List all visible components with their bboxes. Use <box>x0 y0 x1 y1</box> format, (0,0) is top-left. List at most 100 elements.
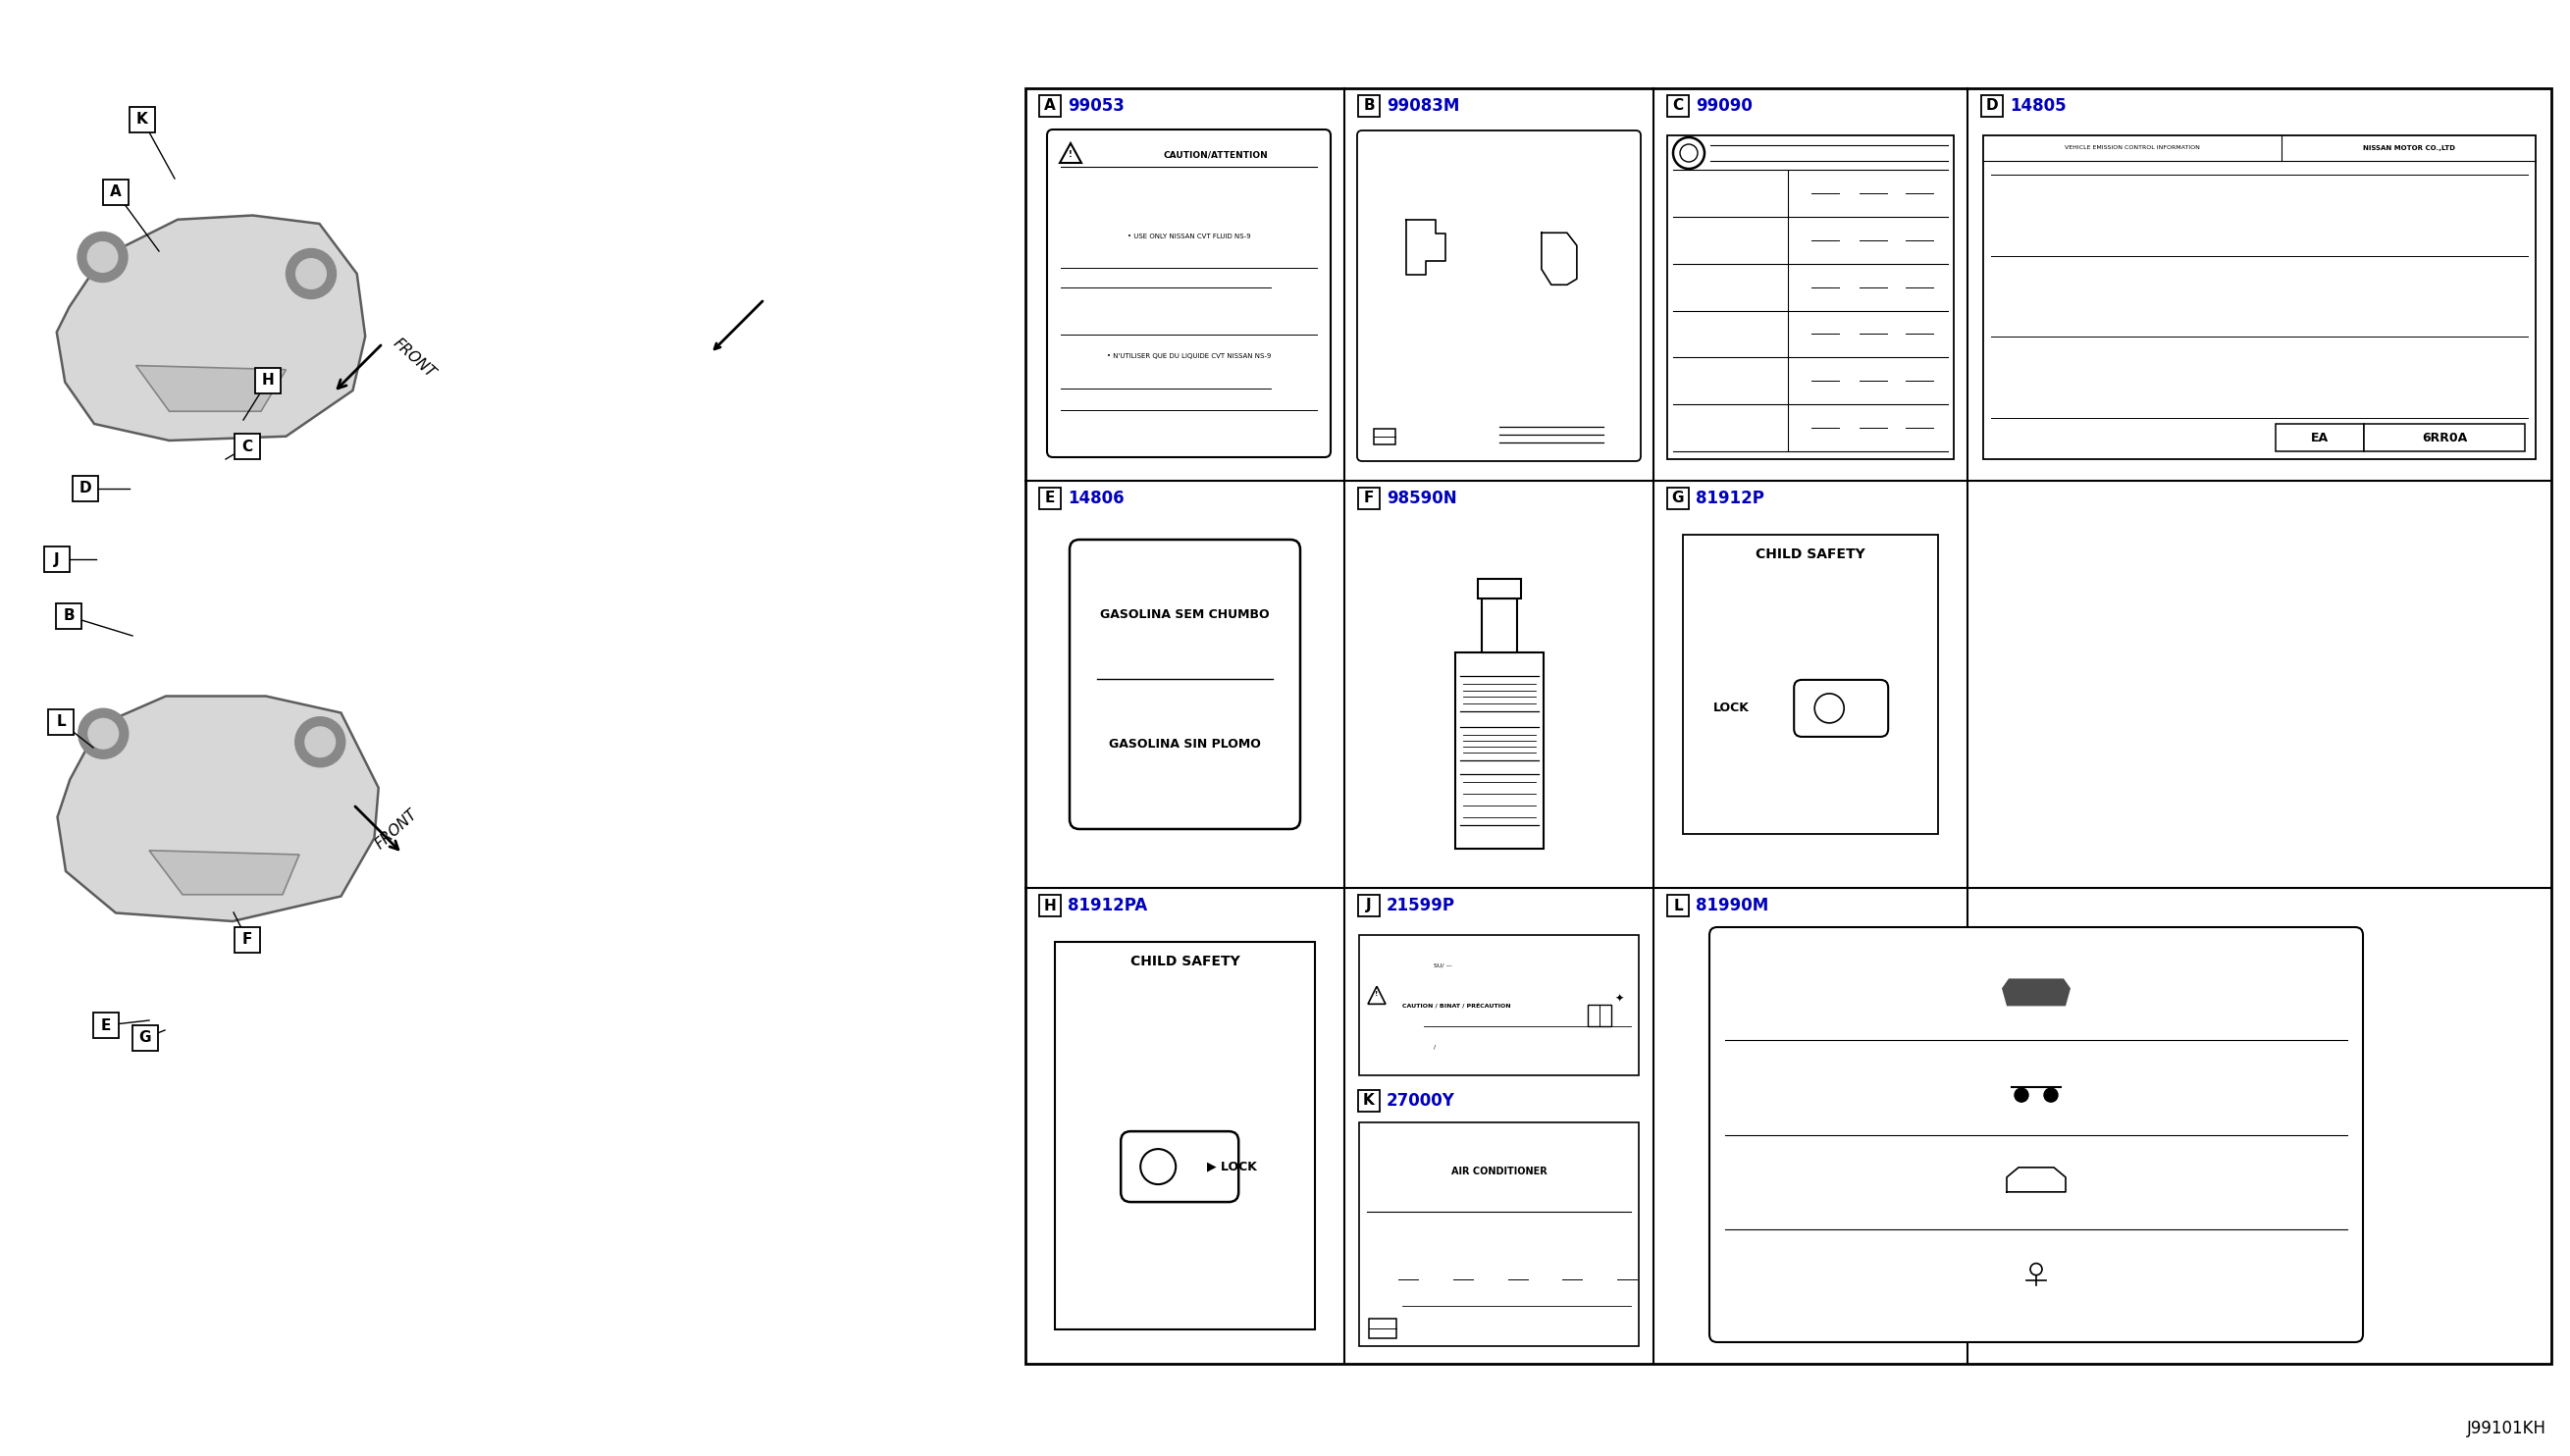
Bar <box>2277 424 2364 451</box>
Text: NISSAN MOTOR CO.,LTD: NISSAN MOTOR CO.,LTD <box>2362 146 2454 151</box>
Bar <box>103 179 129 205</box>
Polygon shape <box>57 215 365 441</box>
FancyBboxPatch shape <box>1121 1131 1239 1203</box>
Text: G: G <box>139 1031 152 1045</box>
Text: C: C <box>242 440 252 454</box>
Text: EA: EA <box>2310 431 2328 444</box>
Bar <box>1357 895 1380 916</box>
Text: C: C <box>1673 99 1683 114</box>
Text: !: ! <box>1375 992 1378 997</box>
Text: 99053: 99053 <box>1067 98 1126 115</box>
Text: ▶ LOCK: ▶ LOCK <box>1208 1160 1257 1174</box>
Text: D: D <box>1987 99 1999 114</box>
FancyBboxPatch shape <box>1069 540 1300 828</box>
FancyBboxPatch shape <box>1709 927 2362 1342</box>
Text: GASOLINA SIN PLOMO: GASOLINA SIN PLOMO <box>1108 737 1262 750</box>
Text: 14805: 14805 <box>2010 98 2066 115</box>
Bar <box>1455 652 1542 849</box>
Bar <box>1984 135 2537 459</box>
Text: 99090: 99090 <box>1696 98 1753 115</box>
Text: FRONT: FRONT <box>391 335 439 380</box>
Bar <box>1025 89 2552 1364</box>
Text: J99101KH: J99101KH <box>2467 1420 2547 1437</box>
Bar <box>93 1012 118 1038</box>
Circle shape <box>306 727 334 757</box>
Text: B: B <box>1362 99 1375 114</box>
Text: CAUTION / BINAT / PRÉCAUTION: CAUTION / BINAT / PRÉCAUTION <box>1403 1002 1511 1008</box>
FancyBboxPatch shape <box>1357 131 1640 462</box>
Polygon shape <box>57 696 378 922</box>
Polygon shape <box>1059 143 1082 163</box>
Circle shape <box>296 259 326 288</box>
Text: AIR CONDITIONER: AIR CONDITIONER <box>1452 1166 1547 1176</box>
Bar <box>49 709 75 735</box>
Bar <box>1478 579 1521 598</box>
Polygon shape <box>1367 986 1385 1005</box>
Text: 81912PA: 81912PA <box>1067 897 1146 914</box>
Bar <box>44 546 69 572</box>
FancyBboxPatch shape <box>1794 680 1889 737</box>
Bar <box>1054 942 1316 1329</box>
Bar <box>1370 1319 1396 1338</box>
Text: 81912P: 81912P <box>1696 489 1763 507</box>
Text: SU/ —: SU/ — <box>1434 964 1452 968</box>
Text: D: D <box>80 482 93 496</box>
Circle shape <box>77 232 128 282</box>
Bar <box>234 927 260 952</box>
FancyBboxPatch shape <box>1046 130 1331 457</box>
Text: CAUTION/ATTENTION: CAUTION/ATTENTION <box>1164 150 1270 160</box>
Text: L: L <box>57 715 67 729</box>
Text: F: F <box>242 932 252 948</box>
Polygon shape <box>149 850 298 894</box>
Circle shape <box>2015 1088 2028 1102</box>
Text: ✦: ✦ <box>1614 993 1624 1003</box>
Text: B: B <box>64 609 75 623</box>
Bar <box>1360 1123 1640 1347</box>
Text: LOCK: LOCK <box>1714 702 1750 715</box>
Text: 6RR0A: 6RR0A <box>2421 431 2467 444</box>
Bar <box>1588 1005 1611 1026</box>
Bar <box>1683 534 1938 834</box>
Bar <box>1038 95 1061 116</box>
Polygon shape <box>136 365 285 412</box>
Text: 27000Y: 27000Y <box>1388 1092 1455 1109</box>
Text: • N'UTILISER QUE DU LIQUIDE CVT NISSAN NS-9: • N'UTILISER QUE DU LIQUIDE CVT NISSAN N… <box>1108 354 1272 360</box>
Text: FRONT: FRONT <box>373 807 421 852</box>
Text: • USE ONLY NISSAN CVT FLUID NS-9: • USE ONLY NISSAN CVT FLUID NS-9 <box>1128 233 1252 239</box>
Text: L: L <box>1673 898 1683 913</box>
Bar <box>57 603 82 629</box>
Text: H: H <box>262 373 275 389</box>
Bar <box>1357 488 1380 510</box>
Text: E: E <box>100 1018 111 1032</box>
Text: VEHICLE EMISSION CONTROL INFORMATION: VEHICLE EMISSION CONTROL INFORMATION <box>2064 146 2200 150</box>
Bar <box>129 106 154 132</box>
Bar <box>1360 935 1640 1076</box>
Bar <box>1668 135 1953 459</box>
Bar <box>1375 428 1396 444</box>
Circle shape <box>87 719 118 748</box>
Text: J: J <box>54 552 59 566</box>
Text: !: ! <box>1069 150 1072 159</box>
Text: E: E <box>1046 491 1056 505</box>
Text: K: K <box>136 112 149 127</box>
Circle shape <box>77 709 128 759</box>
Bar <box>1357 95 1380 116</box>
Circle shape <box>2043 1088 2059 1102</box>
Bar <box>1668 895 1688 916</box>
Text: 98590N: 98590N <box>1388 489 1457 507</box>
Text: J: J <box>1367 898 1372 913</box>
Bar <box>72 476 98 501</box>
Text: A: A <box>111 185 121 199</box>
Circle shape <box>296 716 344 767</box>
Text: H: H <box>1043 898 1056 913</box>
Bar <box>1480 598 1516 652</box>
Text: 81990M: 81990M <box>1696 897 1768 914</box>
Text: 14806: 14806 <box>1067 489 1123 507</box>
Text: CHILD SAFETY: CHILD SAFETY <box>1131 955 1239 968</box>
Bar <box>2364 424 2524 451</box>
Text: A: A <box>1043 99 1056 114</box>
Bar <box>1038 488 1061 510</box>
Text: GASOLINA SEM CHUMBO: GASOLINA SEM CHUMBO <box>1100 607 1270 620</box>
Bar <box>234 434 260 459</box>
Bar <box>1981 95 2002 116</box>
